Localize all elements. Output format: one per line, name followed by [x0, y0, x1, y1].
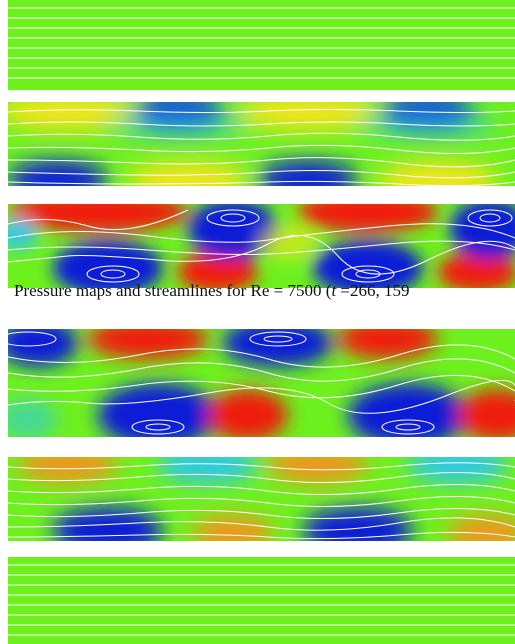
pressure-panel-1 [8, 0, 515, 90]
pressure-panel-4 [8, 329, 515, 437]
pressure-field [8, 0, 515, 90]
streamlines [8, 564, 515, 636]
streamlines [8, 109, 515, 186]
pressure-panel-2 [8, 102, 515, 186]
pressure-field [8, 557, 515, 644]
streamlines [8, 7, 515, 79]
pressure-panel-3 [8, 204, 515, 288]
streamlines [8, 209, 515, 283]
streamlines [8, 462, 515, 540]
figure-caption: Pressure maps and streamlines for Re = 7… [14, 281, 410, 300]
pressure-panel-5 [8, 457, 515, 541]
pressure-panel-6 [8, 557, 515, 644]
streamlines [8, 331, 515, 435]
